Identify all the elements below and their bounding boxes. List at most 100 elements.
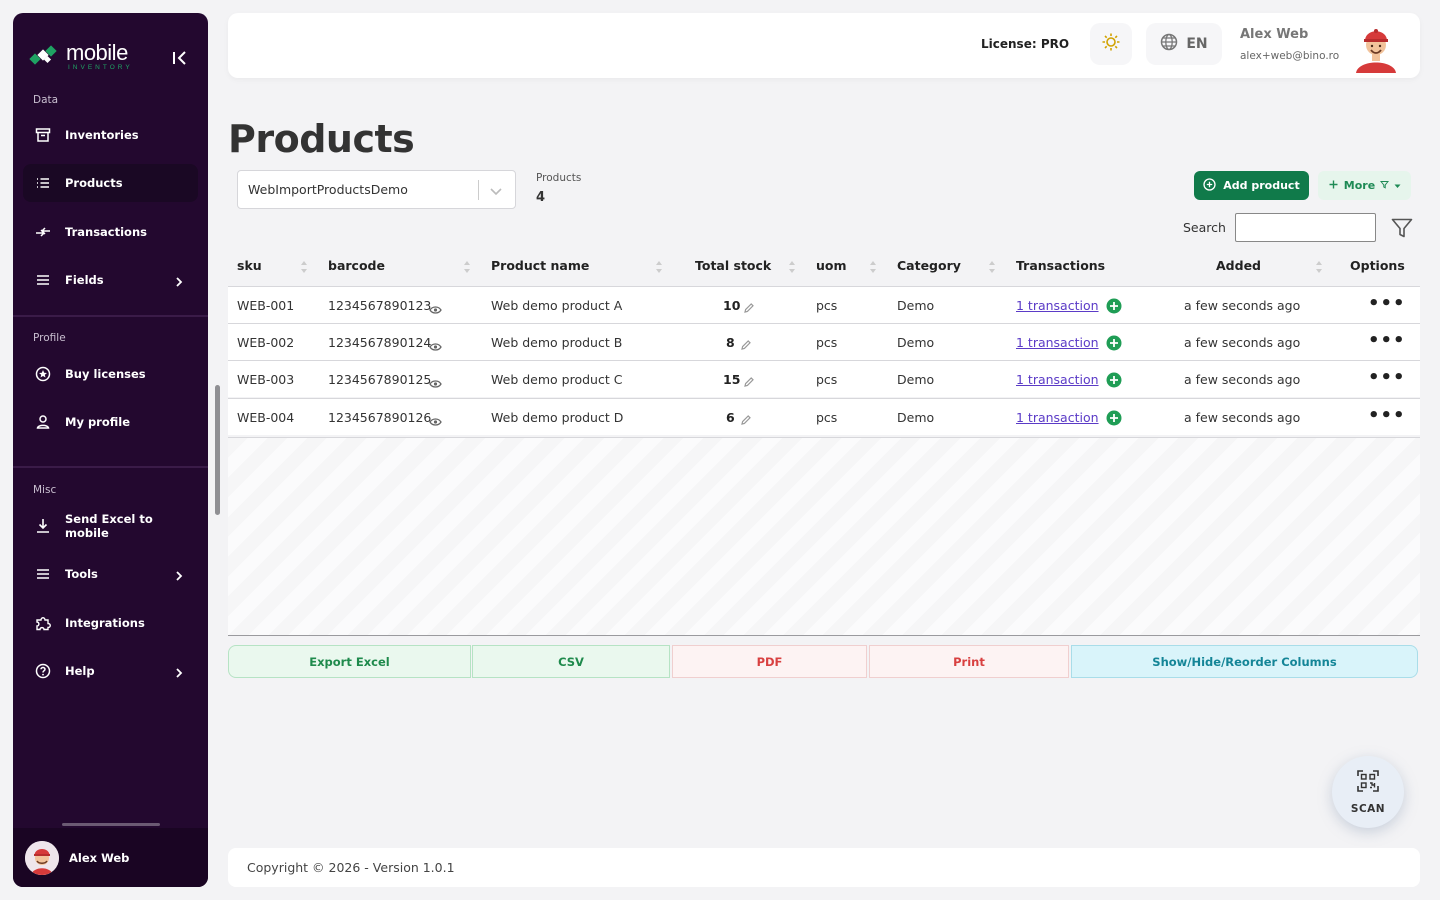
- column-header-category[interactable]: Category: [897, 258, 961, 273]
- cell-product-name: Web demo product C: [491, 372, 623, 387]
- export-pdf-button[interactable]: PDF: [672, 645, 867, 678]
- cell-barcode: 1234567890124: [328, 335, 432, 350]
- export-excel-button[interactable]: Export Excel: [228, 645, 471, 678]
- cell-sku: WEB-001: [237, 298, 295, 313]
- sidebar-user[interactable]: Alex Web: [13, 828, 208, 887]
- chevron-down-icon[interactable]: [489, 183, 503, 202]
- column-header-product-name[interactable]: Product name: [491, 258, 590, 273]
- cell-uom: pcs: [816, 335, 838, 350]
- sidebar-item-send-excel[interactable]: Send Excel to mobile: [23, 507, 198, 545]
- cell-category: Demo: [897, 372, 935, 387]
- export-csv-button[interactable]: CSV: [472, 645, 670, 678]
- section-label-misc: Misc: [33, 484, 57, 496]
- sidebar-item-fields[interactable]: Fields: [23, 261, 198, 299]
- column-header-sku[interactable]: sku: [237, 258, 262, 273]
- column-header-uom[interactable]: uom: [816, 258, 847, 273]
- sort-icon[interactable]: [869, 259, 877, 275]
- transactions-link[interactable]: 1 transaction: [1016, 372, 1099, 387]
- table-row[interactable]: WEB-004 1234567890126 Web demo product D…: [228, 398, 1420, 435]
- sun-icon: [1101, 32, 1121, 56]
- sidebar-item-my-profile[interactable]: My profile: [23, 403, 198, 441]
- caret-down-icon: [1394, 179, 1401, 192]
- sort-icon[interactable]: [463, 259, 471, 275]
- sidebar-item-tools[interactable]: Tools: [23, 555, 198, 593]
- page-scrollbar[interactable]: [215, 385, 220, 515]
- column-header-added[interactable]: Added: [1216, 258, 1261, 273]
- search-input[interactable]: [1235, 213, 1376, 242]
- section-label-profile: Profile: [33, 332, 66, 344]
- column-header-barcode[interactable]: barcode: [328, 258, 385, 273]
- sidebar-item-label: Inventories: [65, 128, 139, 142]
- columns-button[interactable]: Show/Hide/Reorder Columns: [1071, 645, 1418, 678]
- column-header-total-stock[interactable]: Total stock: [695, 258, 772, 273]
- sidebar-item-integrations[interactable]: Integrations: [23, 604, 198, 642]
- chevron-right-icon: [174, 664, 184, 683]
- sort-icon[interactable]: [788, 259, 796, 275]
- sort-icon[interactable]: [1315, 259, 1323, 275]
- transactions-link[interactable]: 1 transaction: [1016, 298, 1099, 313]
- add-transaction-icon[interactable]: [1106, 335, 1122, 355]
- options-menu-icon[interactable]: •••: [1368, 367, 1406, 388]
- options-menu-icon[interactable]: •••: [1368, 330, 1406, 351]
- cell-barcode: 1234567890123: [328, 298, 432, 313]
- more-button[interactable]: More: [1318, 171, 1411, 200]
- sidebar-item-label: Integrations: [65, 616, 145, 630]
- collapse-sidebar-icon[interactable]: [170, 48, 190, 68]
- inventory-select[interactable]: WebImportProductsDemo: [237, 170, 516, 209]
- avatar[interactable]: [1352, 21, 1400, 73]
- table-row[interactable]: WEB-002 1234567890124 Web demo product B…: [228, 323, 1420, 360]
- add-transaction-icon[interactable]: [1106, 372, 1122, 392]
- scan-button[interactable]: SCAN: [1332, 756, 1404, 828]
- sidebar-item-help[interactable]: Help: [23, 652, 198, 690]
- sort-icon[interactable]: [655, 259, 663, 275]
- sidebar-item-buy-licenses[interactable]: Buy licenses: [23, 355, 198, 393]
- add-transaction-icon[interactable]: [1106, 298, 1122, 318]
- sidebar-item-products[interactable]: Products: [23, 164, 198, 202]
- add-transaction-icon[interactable]: [1106, 410, 1122, 430]
- transactions-link[interactable]: 1 transaction: [1016, 335, 1099, 350]
- eye-icon[interactable]: [429, 300, 442, 319]
- more-label: More: [1343, 179, 1376, 192]
- print-button[interactable]: Print: [869, 645, 1069, 678]
- theme-toggle-button[interactable]: [1090, 23, 1132, 65]
- search-label: Search: [1183, 220, 1226, 235]
- sidebar-item-inventories[interactable]: Inventories: [23, 116, 198, 154]
- table-empty-area: [228, 437, 1420, 636]
- pencil-icon[interactable]: [743, 373, 755, 392]
- sidebar-item-label: Products: [65, 176, 123, 190]
- sidebar-item-label: Tools: [65, 567, 98, 581]
- cell-product-name: Web demo product A: [491, 298, 623, 313]
- puzzle-icon: [35, 615, 51, 631]
- table-row[interactable]: WEB-003 1234567890125 Web demo product C…: [228, 360, 1420, 397]
- sidebar: mobile INVENTORY Data Inventories Produc…: [13, 13, 208, 887]
- pencil-icon[interactable]: [743, 299, 755, 318]
- sort-icon[interactable]: [988, 259, 996, 275]
- eye-icon[interactable]: [429, 374, 442, 393]
- pencil-icon[interactable]: [740, 336, 752, 355]
- add-product-button[interactable]: Add product: [1194, 171, 1309, 200]
- copyright-text: Copyright © 2026 - Version 1.0.1: [247, 860, 455, 875]
- globe-icon: [1160, 33, 1178, 55]
- eye-icon[interactable]: [429, 412, 442, 431]
- options-menu-icon[interactable]: •••: [1368, 405, 1406, 426]
- scan-label: SCAN: [1350, 803, 1386, 815]
- sidebar-scrollbar[interactable]: [62, 823, 160, 826]
- header-user-name[interactable]: Alex Web: [1240, 27, 1309, 42]
- filter-icon[interactable]: [1390, 216, 1414, 240]
- options-menu-icon[interactable]: •••: [1368, 293, 1406, 314]
- transactions-link[interactable]: 1 transaction: [1016, 410, 1099, 425]
- sidebar-item-transactions[interactable]: Transactions: [23, 213, 198, 251]
- table-row[interactable]: WEB-001 1234567890123 Web demo product A…: [228, 286, 1420, 323]
- eye-icon[interactable]: [429, 337, 442, 356]
- app-logo[interactable]: mobile INVENTORY: [29, 39, 133, 75]
- language-button[interactable]: EN: [1146, 23, 1222, 65]
- section-label-data: Data: [33, 94, 59, 106]
- sidebar-item-label: My profile: [65, 415, 131, 429]
- pencil-icon[interactable]: [740, 411, 752, 430]
- menu-icon: [35, 272, 51, 288]
- cell-category: Demo: [897, 410, 935, 425]
- sort-icon[interactable]: [300, 259, 308, 275]
- cell-uom: pcs: [816, 372, 838, 387]
- cell-uom: pcs: [816, 298, 838, 313]
- cell-sku: WEB-003: [237, 372, 295, 387]
